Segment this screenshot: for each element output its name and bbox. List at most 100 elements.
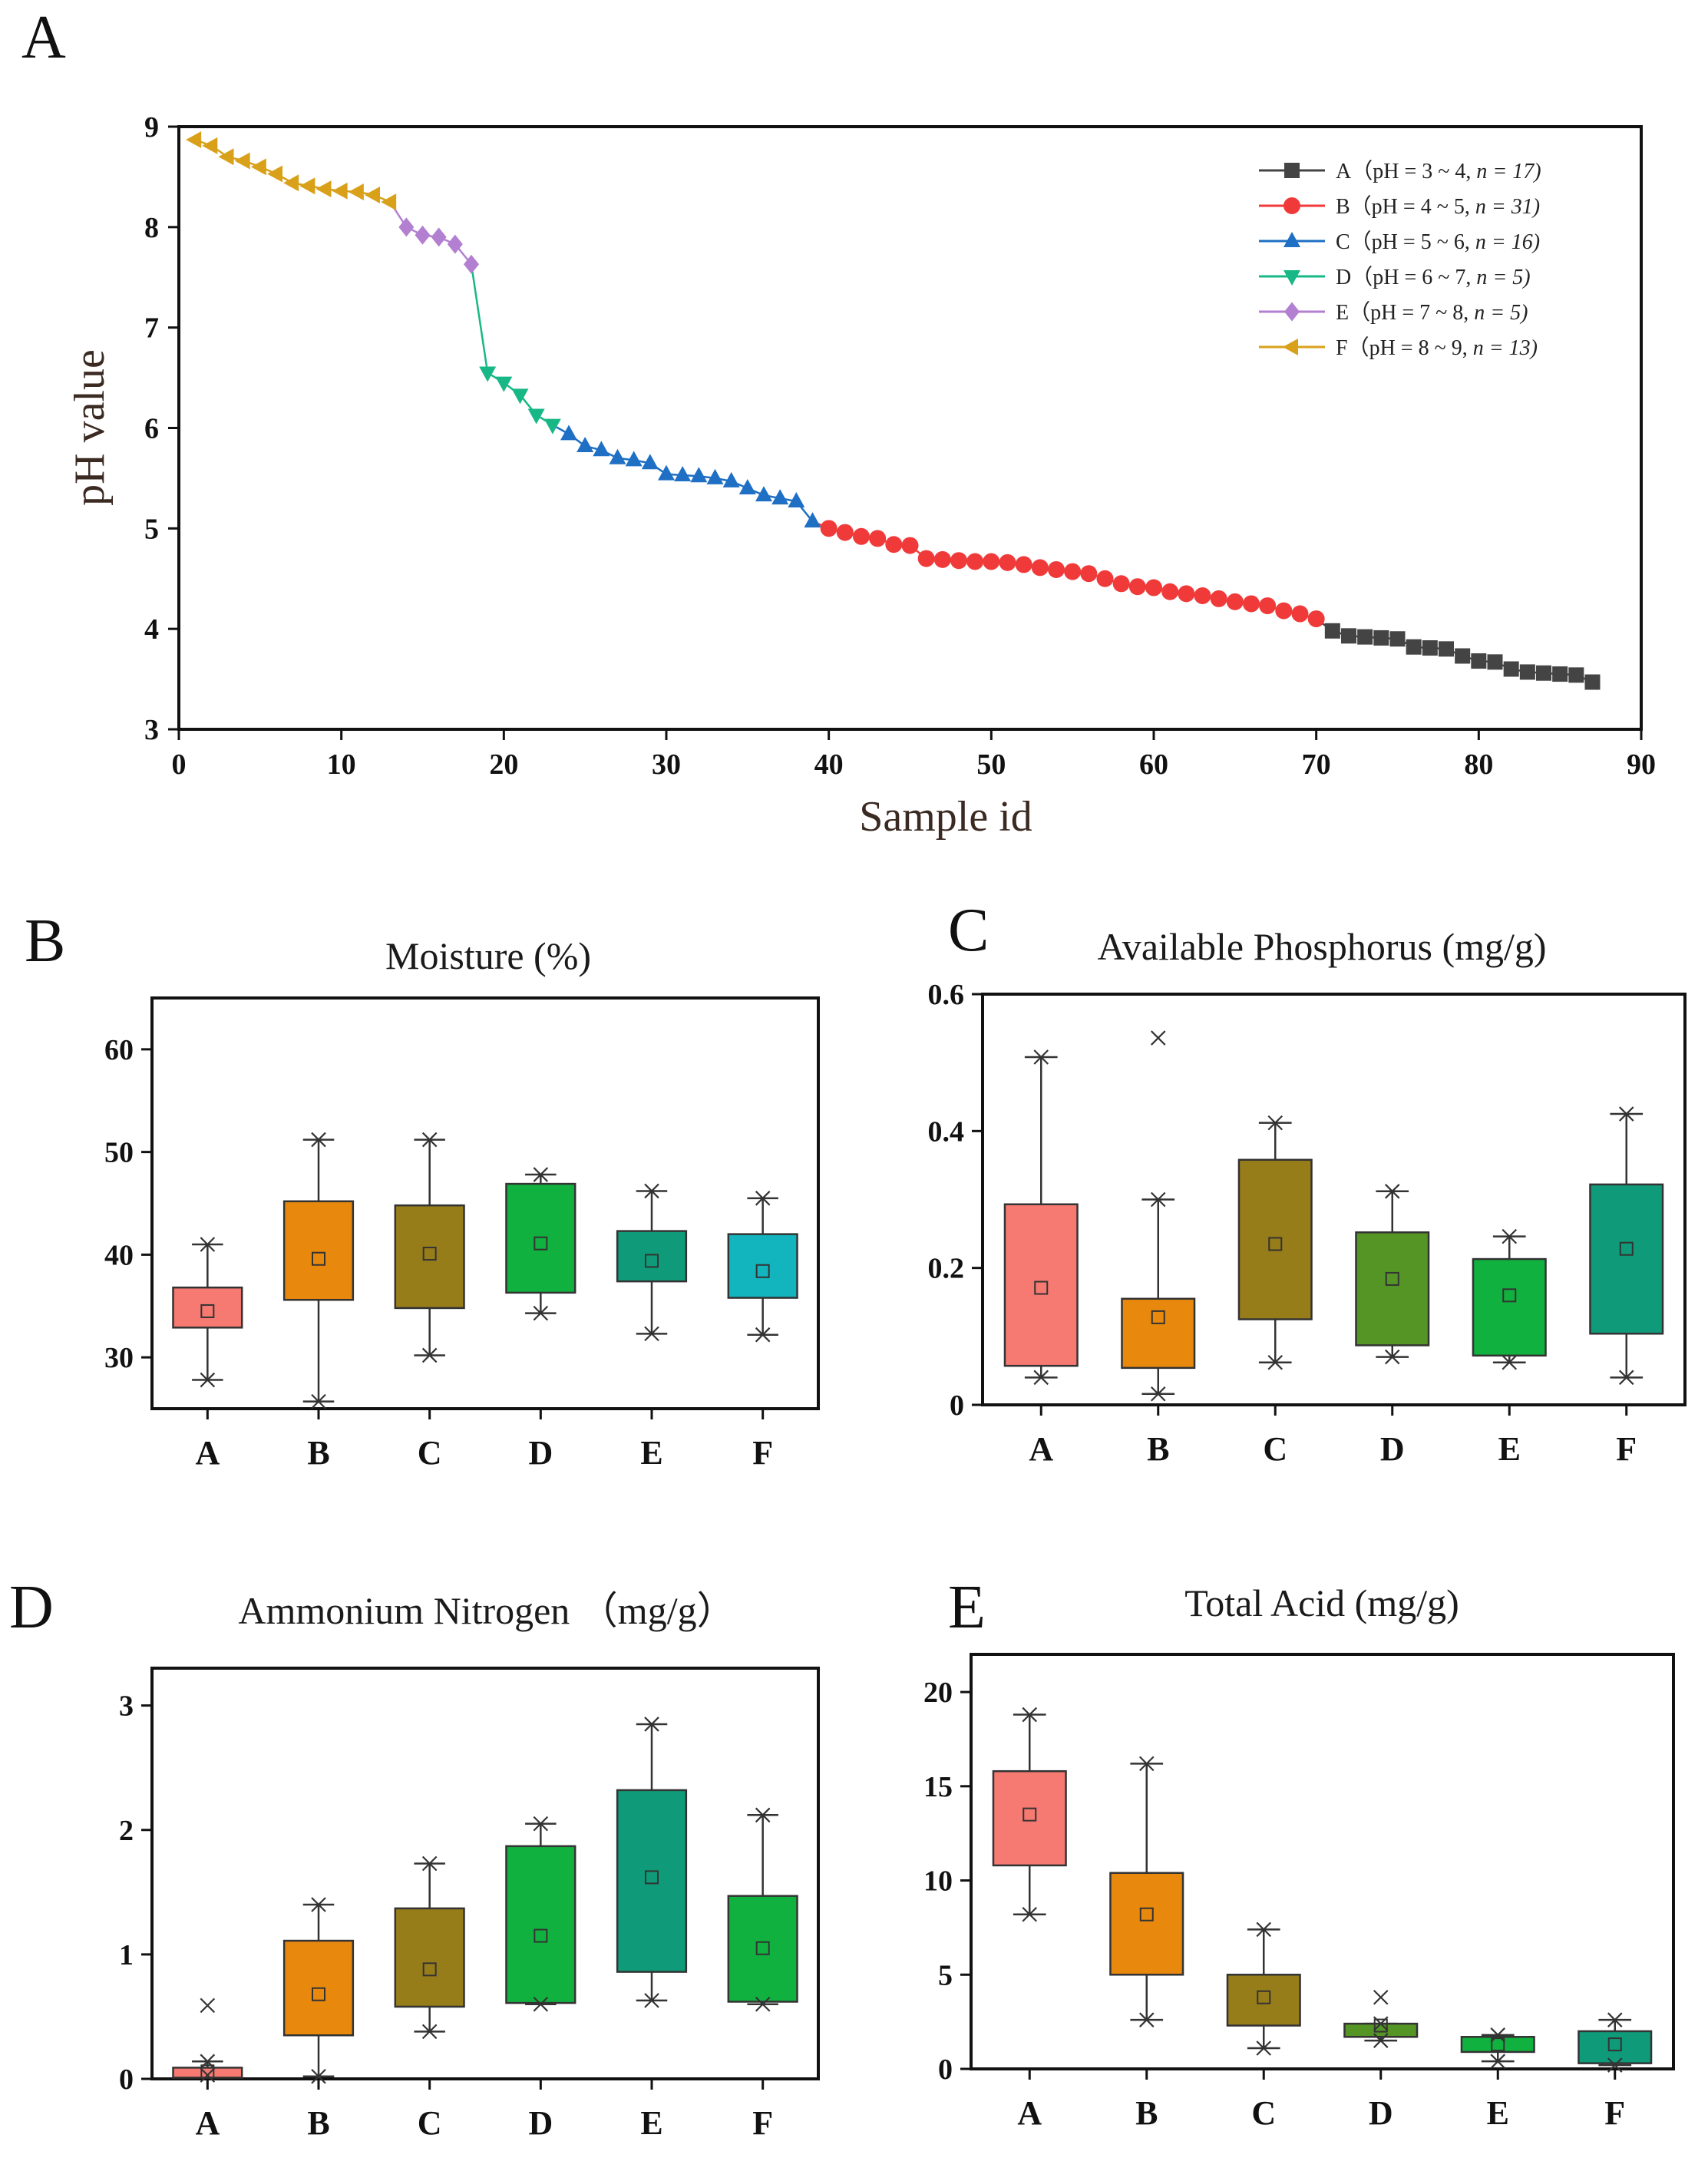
- data-point-b: [1178, 585, 1195, 603]
- data-point-c: [771, 489, 789, 505]
- max-marker-c: [421, 1132, 438, 1148]
- panel-letter-e: E: [948, 1574, 986, 1641]
- legend-label-a: A（pH = 3 ~ 4, n = 17): [1336, 159, 1541, 183]
- data-point-f: [267, 165, 282, 183]
- max-marker-e: [644, 1183, 659, 1199]
- box-e: [616, 1789, 688, 1973]
- data-point-c: [560, 425, 577, 441]
- x-tick-label: 0: [172, 748, 187, 781]
- data-point-b: [853, 527, 870, 545]
- category-label-f: F: [1604, 2094, 1625, 2132]
- mean-marker-c: [1268, 1237, 1283, 1251]
- legend: A（pH = 3 ~ 4, n = 17)B（pH = 4 ~ 5, n = 3…: [1259, 159, 1541, 360]
- data-point-f: [283, 174, 299, 192]
- data-point-b: [1112, 575, 1130, 593]
- phosphorus-box-chart: Available Phosphorus (mg/g) 0 0.2 0.4 0.6 A B…: [928, 925, 1687, 1468]
- mean-marker-d: [1373, 2018, 1388, 2033]
- data-point-f: [186, 131, 202, 149]
- legend-range: B（pH = 4 ~ 5,: [1336, 194, 1475, 219]
- data-point-b: [966, 553, 984, 570]
- data-point-d: [495, 376, 513, 392]
- box-plot-content: 0 0.2 0.4 0.6 A B C D E F: [928, 979, 1664, 1468]
- data-point-a: [1439, 641, 1454, 657]
- data-point-f: [299, 177, 316, 195]
- y-tick-label: 5: [938, 1959, 953, 1991]
- mean-marker-b: [1139, 1907, 1154, 1922]
- data-point-f: [234, 152, 250, 170]
- x-tick-label: 20: [489, 748, 518, 781]
- data-point-b: [901, 537, 919, 554]
- legend-marker-c: [1283, 232, 1300, 247]
- moisture-box-chart: Moisture (%) 30 40 50 60 A B C D E F: [104, 934, 820, 1472]
- x-tick-label: 30: [652, 748, 681, 781]
- y-tick-label: 0.2: [928, 1253, 965, 1285]
- category-label-d: D: [528, 2104, 553, 2142]
- data-point-b: [999, 553, 1016, 571]
- legend-label-d: D（pH = 6 ~ 7, n = 5): [1336, 265, 1531, 289]
- outlier-d: [1373, 1989, 1389, 2005]
- y-tick-label: 9: [144, 111, 159, 144]
- category-label-d: D: [528, 1434, 553, 1472]
- data-point-c: [658, 464, 675, 481]
- data-point-b: [1145, 579, 1162, 596]
- max-marker-b: [311, 1132, 326, 1148]
- category-label-d: D: [1380, 1430, 1405, 1468]
- data-point-c: [738, 479, 756, 494]
- legend-marker-b: [1283, 197, 1300, 214]
- plot-frame: [981, 993, 1687, 1406]
- mean-marker-f: [1619, 1241, 1634, 1256]
- data-point-a: [1455, 648, 1471, 664]
- max-marker-b: [1138, 1756, 1155, 1772]
- legend-marker-f: [1283, 339, 1298, 355]
- series-line-e: [389, 201, 472, 266]
- data-point-b: [1128, 578, 1146, 596]
- x-tick-label: 50: [976, 748, 1006, 781]
- y-tick-label: 4: [144, 613, 159, 646]
- data-point-b: [1194, 587, 1211, 604]
- legend-n: n = 17): [1476, 160, 1541, 183]
- panel-letter-d: D: [9, 1574, 54, 1641]
- max-marker-d: [533, 1167, 549, 1182]
- legend-marker-a: [1284, 163, 1300, 178]
- mean-marker-a: [1034, 1280, 1049, 1295]
- box-f: [727, 1233, 798, 1299]
- max-marker-c: [1256, 1922, 1272, 1938]
- data-point-c: [674, 465, 692, 481]
- min-marker-f: [755, 1996, 771, 2012]
- min-marker-b: [311, 2068, 326, 2084]
- min-marker-e: [644, 1993, 659, 2008]
- box-a: [992, 1770, 1067, 1867]
- mean-marker-e: [1502, 1288, 1517, 1303]
- mean-marker-c: [1257, 1990, 1271, 2004]
- data-point-e: [415, 225, 431, 245]
- plot-frame: [150, 1667, 820, 2080]
- data-point-b: [885, 536, 903, 553]
- data-point-e: [447, 234, 463, 254]
- mean-marker-f: [1607, 2037, 1622, 2052]
- box-d: [1355, 1231, 1430, 1347]
- y-tick-label: 30: [104, 1342, 134, 1374]
- mean-marker-d: [1385, 1271, 1399, 1286]
- min-marker-e: [644, 1326, 659, 1342]
- legend-marker-e: [1284, 302, 1300, 322]
- box-b: [282, 1200, 355, 1301]
- box-f: [1589, 1183, 1664, 1335]
- max-marker-a: [1022, 1707, 1038, 1723]
- box-e: [1460, 2036, 1535, 2054]
- box-e: [1472, 1257, 1547, 1357]
- data-point-a: [1341, 628, 1356, 644]
- data-point-c: [804, 512, 821, 528]
- min-marker-b: [1138, 2012, 1155, 2027]
- category-label-a: A: [195, 1434, 220, 1472]
- data-point-b: [1080, 565, 1098, 583]
- max-marker-b: [311, 1897, 326, 1912]
- max-marker-f: [1607, 2012, 1623, 2027]
- category-label-f: F: [752, 1434, 773, 1472]
- y-tick-label: 20: [923, 1677, 953, 1709]
- box-c: [394, 1204, 465, 1310]
- data-point-b: [1048, 560, 1065, 578]
- data-point-b: [950, 552, 967, 570]
- box-a: [1003, 1203, 1079, 1367]
- category-label-d: D: [1369, 2094, 1393, 2132]
- category-label-e: E: [640, 2104, 662, 2142]
